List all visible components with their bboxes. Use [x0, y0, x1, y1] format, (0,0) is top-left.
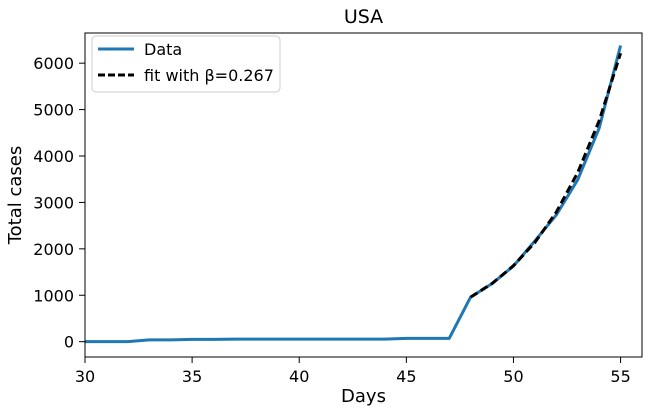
legend-label-fit: fit with β=0.267: [144, 66, 274, 85]
axes-frame: [84, 32, 643, 358]
y-tick-label: 3000: [33, 193, 74, 212]
y-axis-label: Total cases: [5, 146, 26, 246]
y-tick-label: 2000: [33, 240, 74, 259]
legend: Data fit with β=0.267: [91, 35, 281, 93]
x-tick-label: 50: [503, 367, 523, 386]
y-tick-label: 4000: [33, 147, 74, 166]
y-tick-label: 6000: [33, 54, 74, 73]
legend-box: [91, 35, 281, 93]
x-axis-label: Days: [341, 386, 386, 407]
series-line-fit: [469, 52, 623, 299]
axis-ticks: 30 35 40 45 50 55 0 1000 2000 3000 4000 5000 6000: [33, 54, 630, 386]
x-tick-label: 30: [75, 367, 95, 386]
x-tick-label: 40: [289, 367, 309, 386]
plot-area: [85, 45, 623, 344]
chart-title: USA: [344, 6, 383, 28]
series-line-data: [85, 45, 623, 344]
legend-label-data: Data: [144, 40, 182, 59]
x-tick-label: 45: [396, 367, 416, 386]
y-tick-label: 0: [64, 333, 74, 352]
y-tick-label: 1000: [33, 286, 74, 305]
y-tick-label: 5000: [33, 101, 74, 120]
x-tick-label: 35: [182, 367, 202, 386]
x-tick-label: 55: [610, 367, 630, 386]
